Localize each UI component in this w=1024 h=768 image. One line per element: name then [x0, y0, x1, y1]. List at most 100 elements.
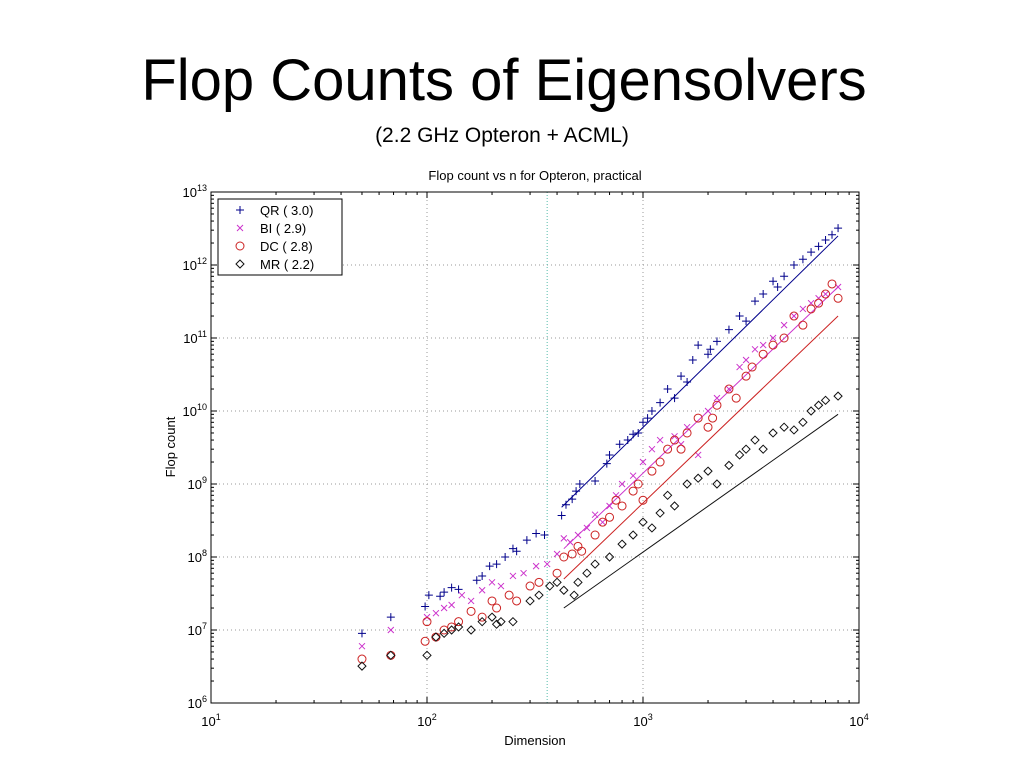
data-point-plus — [773, 282, 782, 291]
data-point-circle — [703, 422, 713, 432]
data-point-circle — [708, 413, 718, 423]
data-point-x — [759, 341, 767, 349]
data-point-diamond — [357, 661, 367, 671]
data-point-diamond — [552, 577, 562, 588]
data-point-circle — [628, 486, 638, 496]
data-point-diamond — [833, 391, 843, 401]
data-point-plus — [688, 355, 697, 364]
data-point-x — [799, 305, 807, 313]
data-point-x — [815, 294, 822, 302]
data-point-diamond — [703, 466, 713, 476]
data-point-plus — [759, 290, 768, 299]
data-point-circle — [663, 444, 673, 454]
data-point-circle — [512, 596, 522, 606]
data-point-x — [591, 511, 599, 519]
data-point-diamond — [638, 517, 648, 527]
data-point-diamond — [813, 400, 824, 410]
data-point-circle — [454, 617, 464, 627]
data-point-circle — [789, 311, 799, 321]
x-tick-label: 101 — [201, 712, 220, 729]
data-point-x — [553, 550, 561, 558]
data-point-circle — [676, 444, 686, 454]
plot-frame — [210, 191, 860, 704]
data-point-diamond — [573, 577, 583, 588]
data-point-plus — [421, 602, 430, 611]
data-point-diamond — [477, 616, 487, 627]
data-point-diamond — [590, 559, 600, 569]
data-point-plus — [706, 345, 715, 354]
data-point-circle — [724, 384, 734, 394]
data-point-diamond — [806, 406, 816, 416]
data-point-circle — [420, 636, 430, 646]
x-axis-label: Dimension — [504, 733, 565, 748]
series-circle — [357, 279, 843, 664]
data-point-diamond — [422, 650, 432, 661]
data-point-circle — [422, 617, 432, 627]
data-point-circle — [431, 632, 441, 642]
y-tick-label: 109 — [188, 475, 207, 492]
data-point-x — [639, 458, 647, 466]
data-point-plus — [742, 317, 751, 326]
data-point-circle — [598, 517, 608, 527]
data-point-x — [532, 562, 540, 570]
data-point-circle — [712, 400, 722, 410]
data-point-circle — [525, 581, 535, 591]
data-point-x — [648, 445, 656, 453]
data-point-plus — [814, 242, 823, 251]
data-point-plus — [386, 613, 395, 622]
data-point-circle — [605, 512, 615, 522]
data-point-plus — [750, 297, 759, 306]
data-point-circle — [647, 466, 657, 476]
data-point-x — [612, 491, 620, 499]
data-point-circle — [827, 279, 837, 289]
data-point-diamond — [758, 444, 768, 454]
data-point-diamond — [487, 612, 497, 622]
data-point-x — [440, 604, 448, 612]
data-point-circle — [492, 603, 502, 613]
data-point-diamond — [712, 479, 722, 489]
data-point-plus — [828, 230, 837, 239]
data-point-circle — [798, 320, 808, 330]
y-tick-label: 1012 — [183, 256, 207, 273]
data-point-plus — [568, 495, 577, 504]
data-point-x — [618, 480, 626, 488]
data-point-x — [751, 345, 759, 353]
series-diamond — [357, 391, 843, 671]
data-point-x — [606, 502, 613, 510]
data-point-diamond — [496, 616, 506, 627]
data-point-plus — [634, 428, 643, 437]
x-tick-label: 103 — [633, 712, 652, 729]
legend-label-circle: DC ( 2.8) — [260, 239, 313, 254]
data-point-diamond — [734, 450, 745, 460]
data-point-circle — [741, 371, 751, 381]
series-plus — [357, 224, 843, 638]
data-point-plus — [532, 529, 541, 538]
data-point-diamond — [750, 435, 760, 445]
data-point-plus — [724, 325, 733, 334]
data-point-circle — [477, 612, 487, 622]
data-point-circle — [559, 552, 569, 562]
data-point-plus — [821, 236, 830, 245]
data-point-circle — [670, 435, 680, 445]
data-point-circle — [534, 577, 544, 587]
data-point-diamond — [508, 616, 518, 627]
data-point-x — [599, 518, 606, 526]
data-point-x — [543, 560, 551, 568]
data-point-x — [656, 436, 664, 444]
slide-title: Flop Counts of Eigensolvers — [141, 48, 867, 113]
data-point-circle — [758, 349, 768, 359]
x-tick-label: 102 — [417, 712, 436, 729]
fit-line-diamond — [563, 413, 839, 609]
data-point-diamond — [789, 425, 799, 435]
data-point-circle — [638, 495, 648, 505]
data-point-diamond — [693, 473, 703, 483]
data-point-diamond — [669, 501, 680, 511]
data-point-circle — [611, 495, 621, 505]
data-point-plus — [615, 440, 624, 449]
data-point-plus — [807, 248, 816, 257]
fit-line-plus — [561, 235, 839, 508]
data-point-plus — [485, 562, 494, 571]
data-point-circle — [386, 650, 396, 660]
data-point-x — [725, 385, 733, 393]
